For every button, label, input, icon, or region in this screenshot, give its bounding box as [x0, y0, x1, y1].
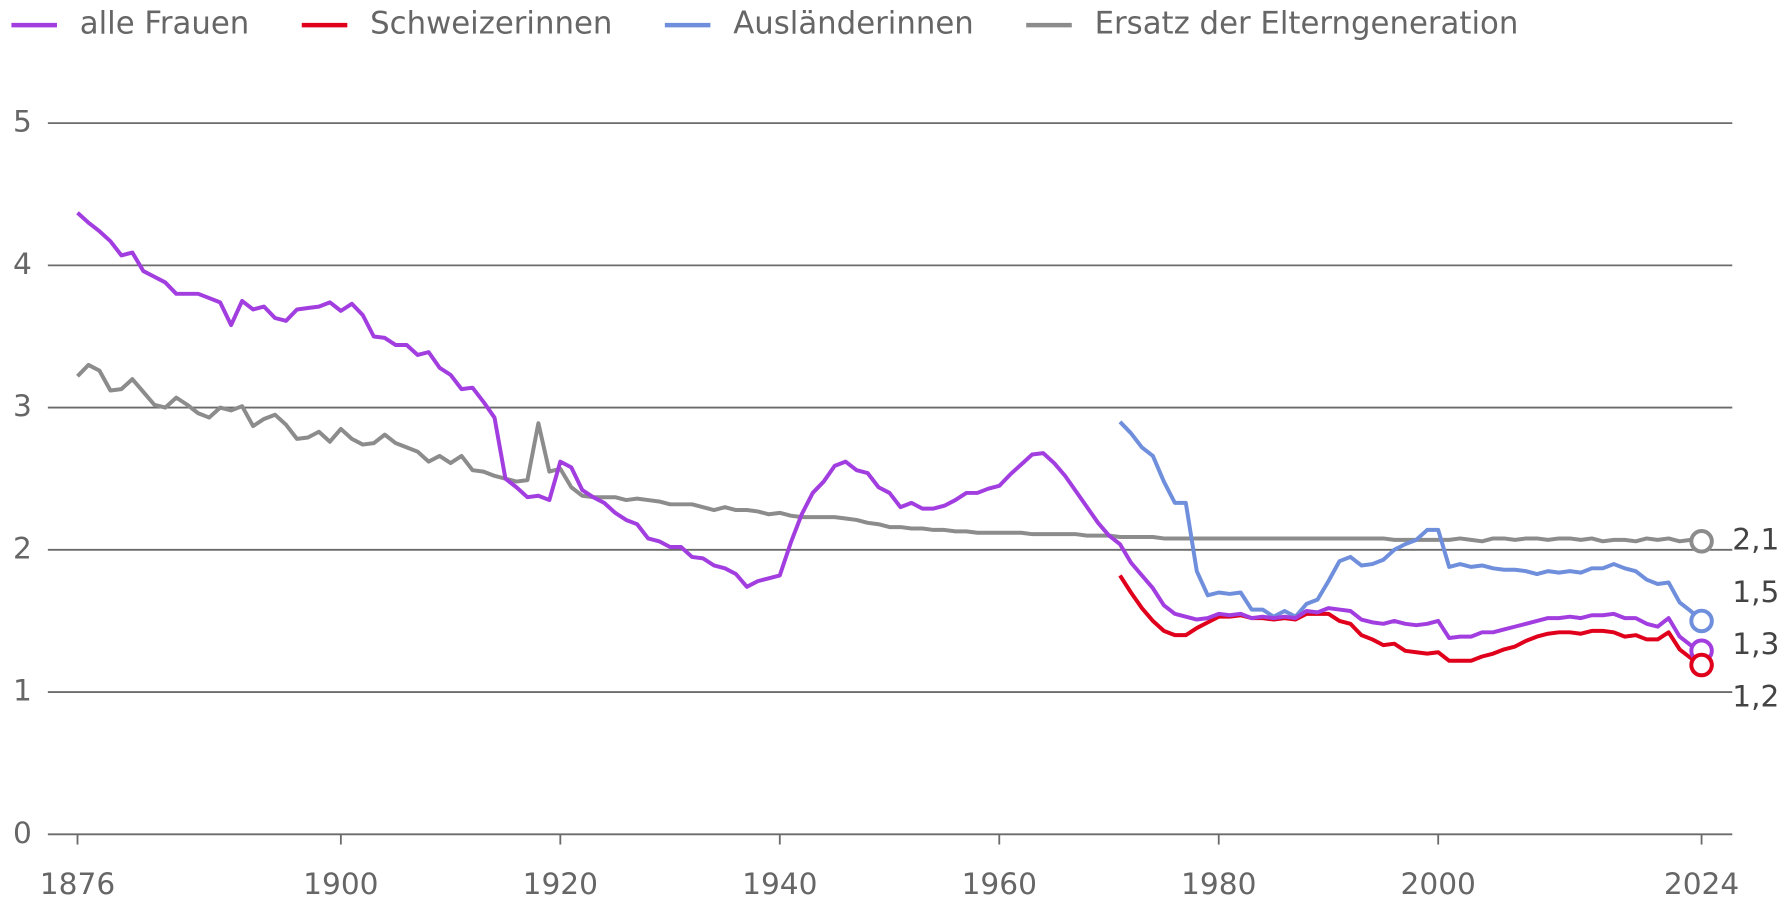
- end-marker: [1689, 529, 1714, 554]
- series-line: [1118, 574, 1703, 667]
- x-tick-label: 2024: [1664, 866, 1739, 901]
- x-tick-label: 1920: [523, 866, 598, 901]
- end-marker: [1689, 608, 1714, 634]
- end-label: 1,5: [1732, 574, 1779, 609]
- end-label: 1,3: [1732, 626, 1779, 661]
- x-tick-label: 2000: [1401, 866, 1476, 901]
- series-line: [1118, 420, 1703, 623]
- x-tick-label: 1960: [962, 866, 1037, 901]
- series-line: [76, 211, 1703, 653]
- legend-label: Ausländerinnen: [733, 6, 974, 42]
- x-tick-label: 1900: [303, 866, 378, 901]
- end-label: 1,2: [1732, 679, 1779, 714]
- end-marker: [1689, 652, 1714, 678]
- y-tick-label: 2: [13, 530, 32, 565]
- x-tick-label: 1876: [40, 866, 115, 901]
- y-tick-label: 5: [13, 104, 32, 139]
- x-tick-label: 1940: [742, 866, 817, 901]
- legend-label: Schweizerinnen: [370, 6, 612, 42]
- legend-label: Ersatz der Elterngeneration: [1095, 6, 1519, 42]
- legend-label: alle Frauen: [80, 6, 250, 42]
- y-tick-label: 1: [13, 673, 32, 708]
- x-tick-label: 1980: [1181, 866, 1256, 901]
- y-tick-label: 0: [13, 815, 32, 850]
- y-tick-label: 4: [13, 246, 32, 281]
- end-label: 2,1: [1732, 521, 1779, 556]
- y-tick-label: 3: [13, 388, 32, 423]
- series-line: [76, 362, 1702, 544]
